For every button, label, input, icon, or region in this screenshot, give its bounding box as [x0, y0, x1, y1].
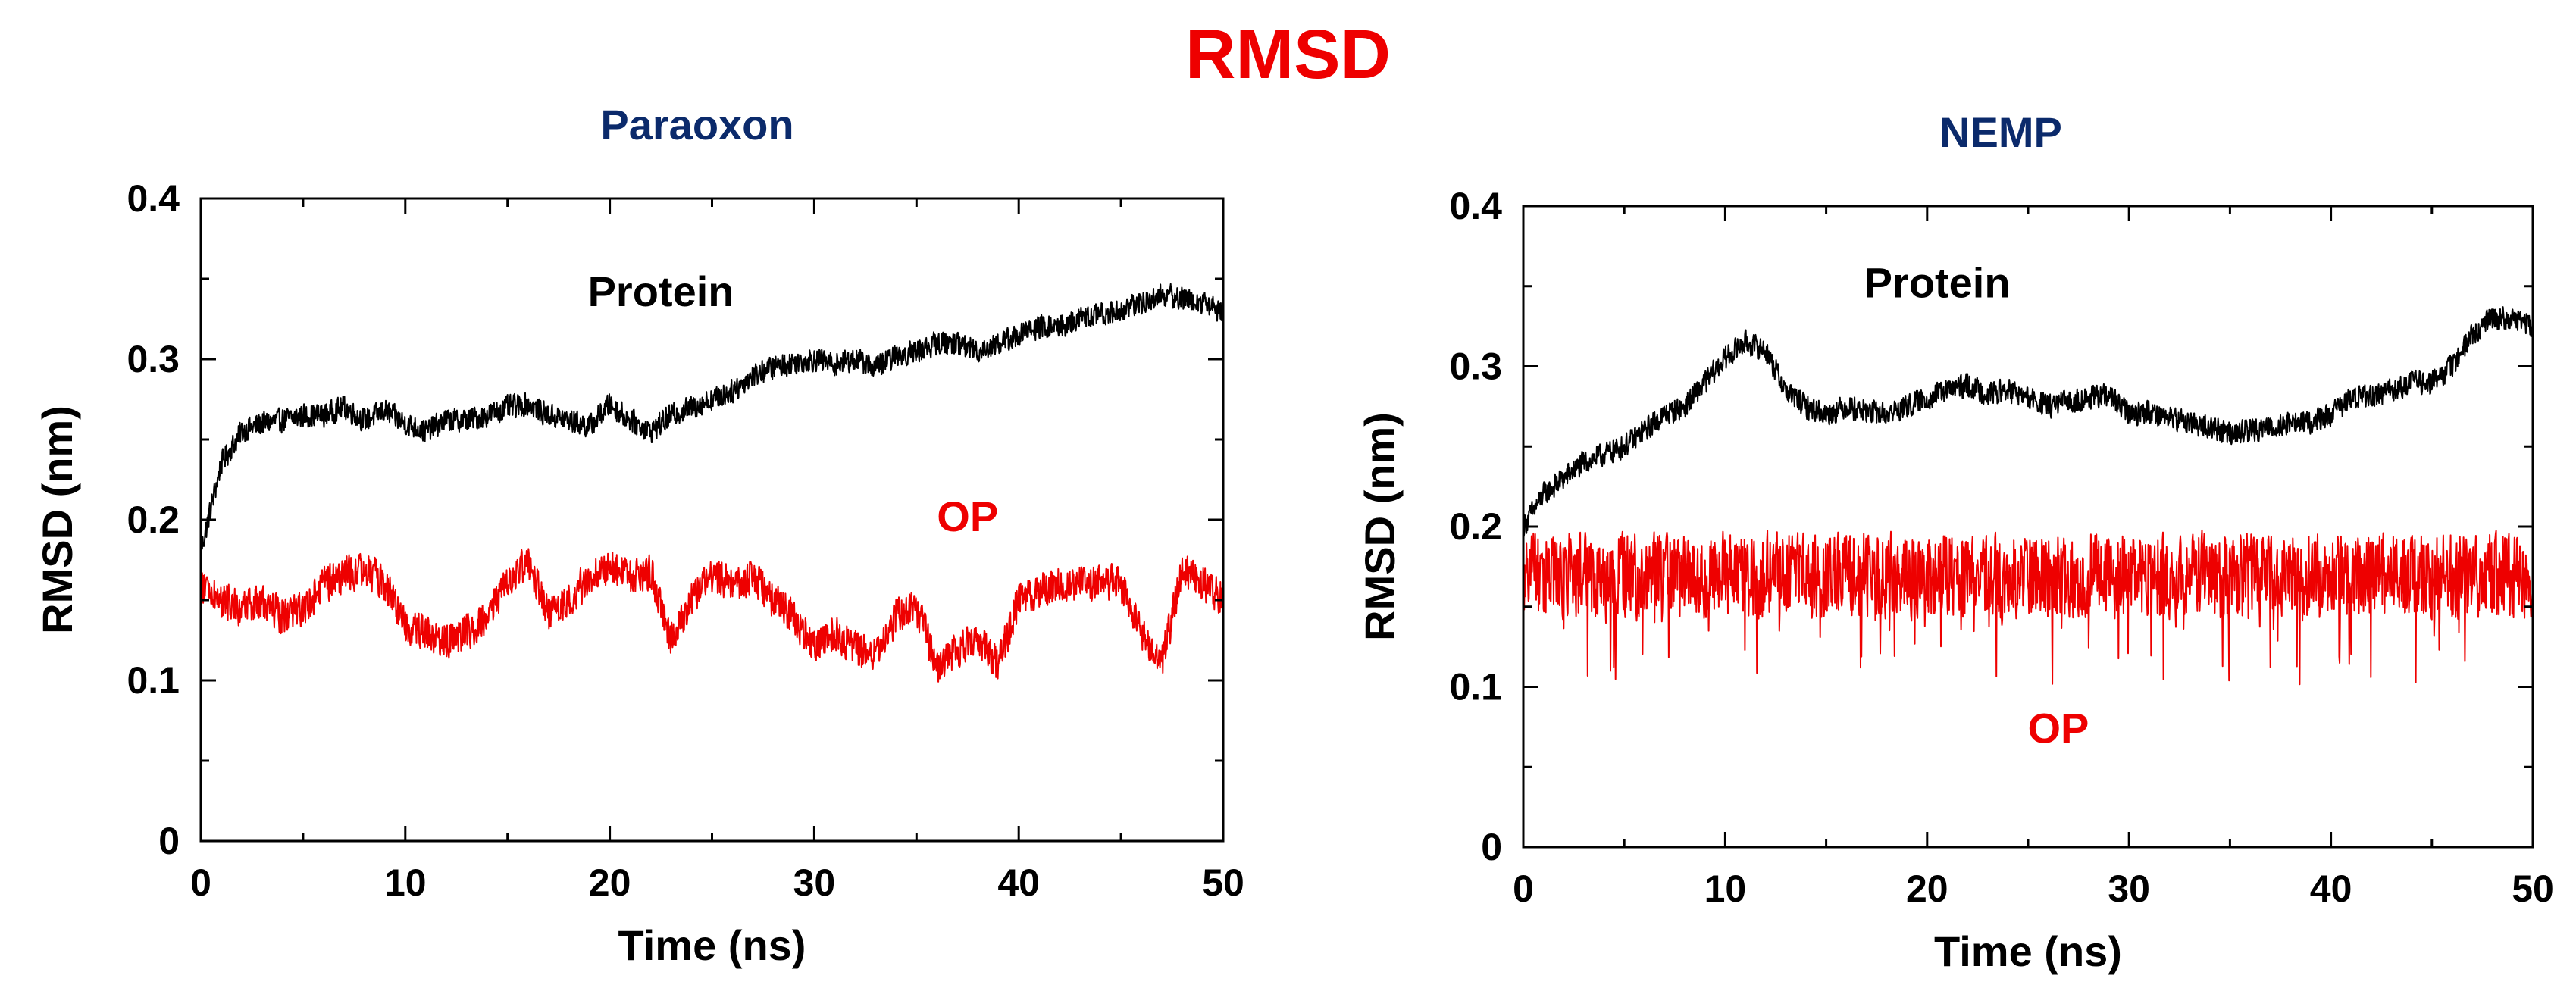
- paraoxon-x-tick-label: 50: [1202, 861, 1244, 904]
- nemp-chart: 0 10 20 30 40 50 0 0.1 0.2 0.3 0.4 Time (ns) RMSD (n…: [1356, 185, 2554, 975]
- paraoxon-x-tick-label: 0: [190, 861, 211, 904]
- nemp-x-tick-label: 40: [2310, 868, 2352, 910]
- nemp-x-tick-label: 30: [2108, 868, 2150, 910]
- nemp-y-tick-label: 0.2: [1449, 505, 1502, 548]
- nemp-op-line: [1523, 529, 2534, 686]
- nemp-x-axis-title: Time (ns): [1934, 927, 2122, 975]
- nemp-y-tick-label: 0.1: [1449, 666, 1502, 708]
- paraoxon-y-tick-label: 0.4: [127, 177, 180, 220]
- nemp-y-tick-label: 0: [1481, 826, 1502, 868]
- paraoxon-y-tick-label: 0.3: [127, 338, 180, 380]
- paraoxon-panel-title: Paraoxon: [600, 101, 794, 149]
- paraoxon-y-tick-label: 0.2: [127, 499, 180, 541]
- nemp-x-tick-label: 20: [1906, 868, 1948, 910]
- nemp-x-tick-label: 0: [1513, 868, 1534, 910]
- figure-title: RMSD: [1185, 16, 1391, 93]
- nemp-y-tick-label: 0.3: [1449, 345, 1502, 388]
- paraoxon-x-axis-title: Time (ns): [618, 921, 806, 969]
- paraoxon-x-tick-label: 10: [384, 861, 427, 904]
- paraoxon-x-tick-label: 40: [997, 861, 1040, 904]
- nemp-panel-title: NEMP: [1939, 108, 2062, 156]
- nemp-protein-line: [1523, 306, 2534, 538]
- nemp-y-tick-label: 0.4: [1449, 185, 1502, 227]
- paraoxon-x-tick-label: 30: [793, 861, 836, 904]
- paraoxon-op-label: OP: [937, 492, 998, 540]
- paraoxon-op-line: [200, 548, 1224, 683]
- nemp-y-axis-title: RMSD (nm): [1356, 412, 1404, 641]
- paraoxon-y-tick-label: 0: [158, 820, 180, 862]
- paraoxon-protein-line: [200, 283, 1224, 557]
- nemp-op-label: OP: [2027, 705, 2089, 752]
- nemp-x-tick-label: 10: [1704, 868, 1747, 910]
- paraoxon-x-tick-label: 20: [589, 861, 631, 904]
- nemp-protein-label: Protein: [1864, 259, 2011, 307]
- paraoxon-y-tick-label: 0.1: [127, 659, 180, 702]
- paraoxon-chart: 0 10 20 30 40 50 0 0.1 0.2 0.3 0.4 Time (ns) RMSD (n…: [33, 177, 1244, 969]
- paraoxon-y-axis-title: RMSD (nm): [33, 405, 81, 634]
- nemp-x-tick-label: 50: [2512, 868, 2554, 910]
- paraoxon-protein-label: Protein: [588, 267, 734, 315]
